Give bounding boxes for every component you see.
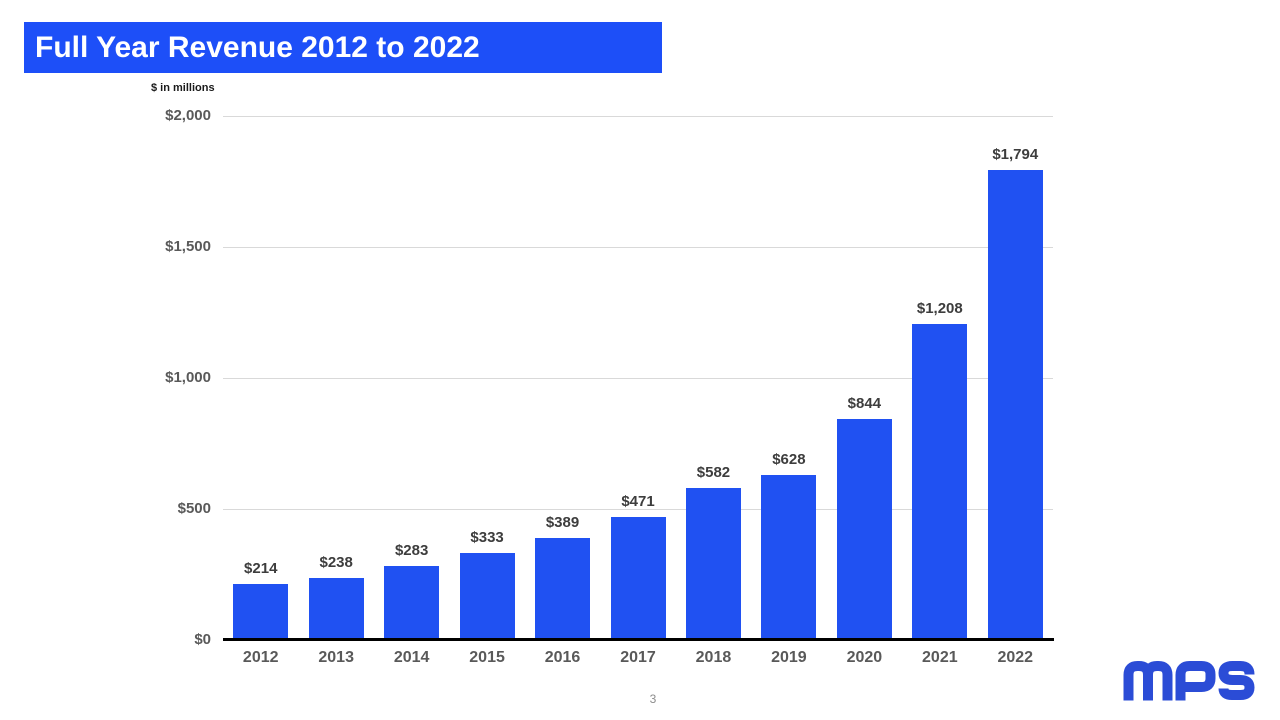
title-banner: Full Year Revenue 2012 to 2022: [24, 22, 662, 73]
bar-value-label: $1,208: [916, 299, 963, 317]
logo-letter-m2: [1143, 661, 1173, 701]
bar-value-label: $238: [319, 553, 353, 571]
logo-letter-p: [1175, 661, 1216, 701]
x-tick-label: 2018: [695, 649, 732, 666]
bar-value-label: $582: [696, 463, 731, 481]
bar-2015: [459, 552, 515, 640]
bar-2022: [987, 169, 1043, 640]
bar-2012: [233, 583, 289, 640]
y-tick-label: $1,500: [165, 238, 211, 255]
page-title: Full Year Revenue 2012 to 2022: [35, 30, 480, 64]
x-tick-label: 2022: [997, 649, 1034, 666]
x-tick-label: 2013: [318, 649, 354, 666]
mps-logo: [1123, 661, 1255, 701]
bar-2016: [535, 538, 591, 640]
x-tick-label: 2019: [771, 649, 807, 666]
logo-letter-s: [1218, 661, 1255, 700]
x-tick-label: 2017: [620, 649, 656, 666]
bar-2013: [308, 577, 364, 640]
x-tick-label: 2012: [242, 649, 279, 666]
bar-value-label: $628: [772, 451, 806, 469]
bar-value-label: $333: [470, 528, 504, 546]
bar-2020: [836, 418, 892, 640]
y-tick-label: $500: [177, 500, 211, 517]
bar-2017: [610, 516, 666, 640]
x-tick-label: 2020: [846, 649, 883, 666]
bar-value-label: $389: [545, 514, 580, 532]
y-tick-label: $1,000: [165, 369, 211, 386]
plot-area: $214 $238 $283 $333 $389 $471 $582 $628 $844 $1,2…: [223, 115, 1053, 640]
bar-value-label: $283: [394, 541, 429, 559]
x-tick-label: 2014: [393, 649, 430, 666]
y-tick-label: $0: [194, 631, 211, 648]
bar-2019: [761, 475, 817, 640]
units-label: $ in millions: [151, 82, 215, 94]
x-tick-label: 2015: [469, 649, 505, 666]
bar-value-label: $1,794: [992, 145, 1039, 163]
x-tick-label: 2021: [922, 649, 958, 666]
bar-value-label: $471: [621, 492, 655, 510]
bar-2018: [685, 487, 741, 640]
bar-value-label: $844: [847, 394, 882, 412]
bar-value-label: $214: [244, 559, 278, 577]
bar-2014: [384, 565, 440, 640]
gridline: [223, 377, 1053, 379]
gridline: [223, 246, 1053, 248]
bar-2021: [912, 323, 968, 640]
gridline: [223, 115, 1053, 117]
x-axis-line: [223, 638, 1054, 641]
gridline: [223, 508, 1053, 510]
x-tick-label: 2016: [544, 649, 581, 666]
y-tick-label: $2,000: [165, 107, 211, 124]
page-number: 3: [649, 692, 657, 706]
